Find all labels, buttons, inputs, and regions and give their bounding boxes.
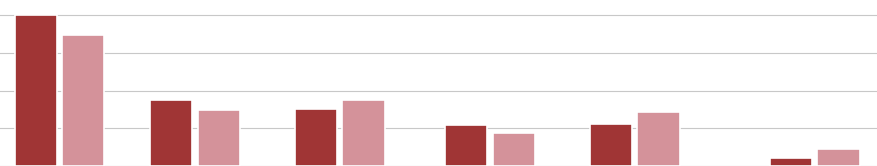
Bar — [445, 125, 487, 166]
Bar — [637, 112, 679, 166]
Bar — [295, 109, 337, 166]
Bar — [15, 15, 57, 166]
Bar — [637, 112, 679, 166]
Bar — [589, 124, 631, 166]
Bar — [445, 125, 487, 166]
Bar — [62, 35, 104, 166]
Bar — [492, 133, 534, 166]
Bar — [769, 159, 811, 166]
Bar — [197, 110, 239, 166]
Bar — [769, 159, 811, 166]
Bar — [15, 15, 57, 166]
Bar — [62, 35, 104, 166]
Bar — [197, 110, 239, 166]
Bar — [589, 124, 631, 166]
Bar — [492, 133, 534, 166]
Bar — [342, 100, 384, 166]
Bar — [816, 149, 859, 166]
Bar — [150, 100, 192, 166]
Bar — [295, 109, 337, 166]
Bar — [816, 149, 859, 166]
Bar — [342, 100, 384, 166]
Bar — [150, 100, 192, 166]
